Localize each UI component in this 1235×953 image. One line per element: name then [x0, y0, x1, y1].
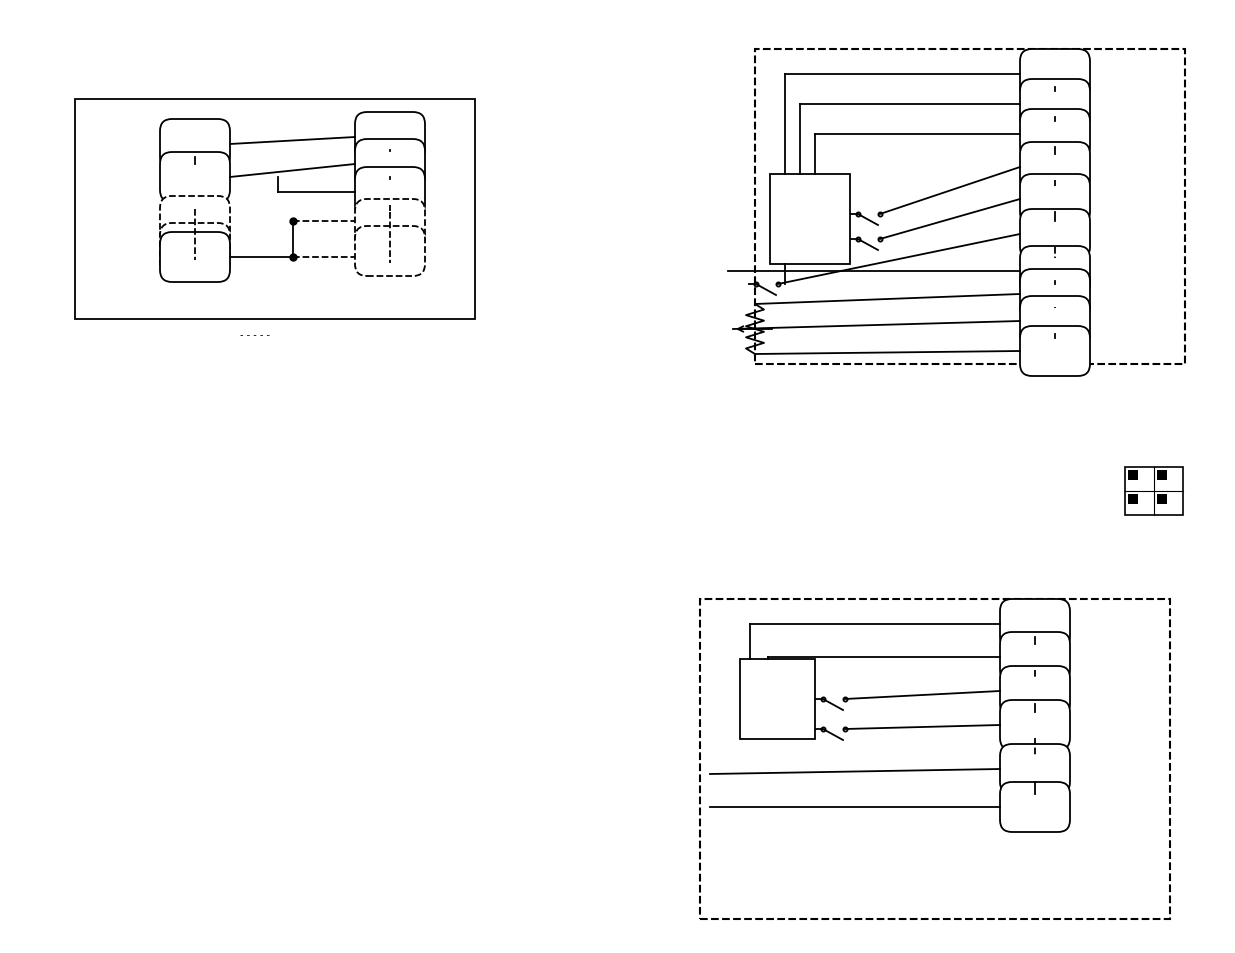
FancyBboxPatch shape	[1020, 80, 1091, 130]
Bar	[1128, 471, 1137, 480]
FancyBboxPatch shape	[354, 140, 425, 190]
Bar	[1157, 495, 1167, 504]
FancyBboxPatch shape	[1020, 247, 1091, 296]
FancyBboxPatch shape	[161, 120, 230, 170]
FancyBboxPatch shape	[1000, 700, 1070, 750]
FancyBboxPatch shape	[1020, 270, 1091, 319]
FancyBboxPatch shape	[161, 152, 230, 203]
Bar	[1128, 495, 1137, 504]
FancyBboxPatch shape	[1020, 50, 1091, 100]
FancyBboxPatch shape	[1020, 110, 1091, 160]
FancyBboxPatch shape	[1020, 210, 1091, 260]
Bar	[740, 659, 815, 740]
Text: - - - - -: - - - - -	[240, 330, 270, 339]
Bar	[75, 100, 475, 319]
Bar	[700, 599, 1170, 919]
FancyBboxPatch shape	[1020, 296, 1091, 347]
FancyBboxPatch shape	[1020, 327, 1091, 376]
FancyBboxPatch shape	[354, 168, 425, 218]
FancyBboxPatch shape	[354, 112, 425, 163]
Bar	[1125, 468, 1183, 516]
FancyBboxPatch shape	[1000, 633, 1070, 682]
FancyBboxPatch shape	[354, 200, 425, 250]
FancyBboxPatch shape	[354, 227, 425, 276]
FancyBboxPatch shape	[1000, 666, 1070, 717]
FancyBboxPatch shape	[1000, 599, 1070, 649]
FancyBboxPatch shape	[1020, 143, 1091, 193]
FancyBboxPatch shape	[1000, 744, 1070, 794]
FancyBboxPatch shape	[161, 196, 230, 247]
Bar	[1157, 471, 1167, 480]
Bar	[769, 174, 850, 265]
FancyBboxPatch shape	[161, 224, 230, 274]
FancyBboxPatch shape	[1000, 782, 1070, 832]
Bar	[755, 50, 1186, 365]
FancyBboxPatch shape	[161, 233, 230, 283]
FancyBboxPatch shape	[1020, 174, 1091, 225]
